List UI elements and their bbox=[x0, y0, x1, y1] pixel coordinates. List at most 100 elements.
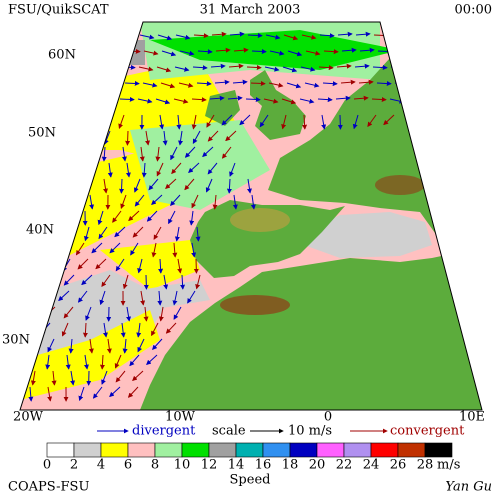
wind-arrow bbox=[191, 114, 197, 130]
wind-arrow bbox=[202, 146, 214, 158]
wind-arrow bbox=[377, 49, 393, 54]
wind-arrow bbox=[153, 226, 162, 240]
legend-divergent: divergent bbox=[132, 424, 196, 439]
wind-arrow bbox=[89, 194, 95, 210]
wind-arrow bbox=[192, 130, 201, 145]
wind-arrow bbox=[30, 370, 36, 386]
wind-arrow bbox=[130, 242, 139, 256]
wind-arrow bbox=[178, 82, 194, 88]
wind-arrow bbox=[395, 50, 411, 56]
wind-arrow bbox=[142, 82, 158, 88]
wind-arrow bbox=[287, 50, 303, 57]
wind-arrow bbox=[139, 146, 145, 162]
wind-arrow bbox=[92, 386, 103, 399]
wind-arrow bbox=[82, 322, 88, 338]
wind-arrow bbox=[170, 194, 181, 207]
colorbar-tick: 10 bbox=[174, 458, 191, 473]
wind-arrow bbox=[125, 162, 131, 178]
colorbar-box bbox=[289, 442, 318, 458]
map-area bbox=[20, 22, 482, 410]
wind-arrow bbox=[141, 162, 147, 178]
wind-arrow bbox=[112, 210, 122, 223]
wind-arrow bbox=[286, 82, 302, 89]
footer-left: COAPS-FSU bbox=[8, 480, 89, 495]
wind-arrow bbox=[302, 114, 308, 130]
wind-arrow bbox=[159, 114, 165, 130]
colorbar-box bbox=[208, 442, 237, 458]
wind-arrow bbox=[371, 97, 387, 102]
wind-arrow bbox=[265, 34, 281, 40]
wind-arrow bbox=[115, 370, 126, 383]
wind-arrow bbox=[195, 274, 201, 290]
wind-arrow bbox=[355, 31, 371, 37]
wind-arrow bbox=[180, 274, 186, 290]
header-left: FSU/QuikSCAT bbox=[8, 3, 109, 18]
wind-arrow bbox=[232, 79, 248, 85]
wind-arrow bbox=[160, 82, 176, 89]
wind-arrow bbox=[58, 290, 70, 302]
footer-right: Yan Gu bbox=[445, 480, 492, 495]
wind-arrow bbox=[268, 82, 284, 88]
colorbar-box bbox=[370, 442, 399, 458]
wind-arrow bbox=[157, 34, 173, 41]
colorbar-tick: 2 bbox=[70, 458, 78, 473]
wind-arrow bbox=[191, 97, 207, 103]
colorbar-tick: 18 bbox=[282, 458, 299, 473]
wind-arrow bbox=[101, 95, 117, 101]
wind-arrow bbox=[102, 63, 118, 69]
wind-arrow bbox=[80, 146, 88, 161]
wind-arrow bbox=[109, 386, 121, 398]
wind-arrow bbox=[88, 338, 94, 354]
wind-arrow bbox=[65, 97, 81, 103]
wind-arrow bbox=[163, 274, 169, 290]
wind-arrow bbox=[51, 370, 57, 386]
sea-patch bbox=[115, 40, 145, 65]
wind-arrow bbox=[75, 242, 85, 256]
wind-arrow bbox=[318, 65, 334, 71]
wind-arrow bbox=[283, 34, 299, 41]
colorbar-box bbox=[316, 442, 345, 458]
wind-arrow bbox=[179, 50, 195, 56]
wind-arrow bbox=[97, 210, 104, 226]
wind-arrow bbox=[137, 258, 143, 274]
wind-arrow bbox=[21, 322, 33, 334]
wind-arrow bbox=[114, 354, 122, 369]
wind-arrow bbox=[70, 370, 76, 386]
wind-arrow bbox=[146, 354, 158, 366]
wind-arrow bbox=[85, 31, 101, 37]
colorbar-unit: m/s bbox=[437, 458, 460, 473]
wind-arrow bbox=[321, 114, 327, 130]
wind-arrow bbox=[40, 290, 52, 302]
colorbar-tick: 28 bbox=[417, 458, 434, 473]
wind-arrow bbox=[120, 322, 126, 338]
wind-arrow bbox=[137, 98, 153, 104]
colorbar-box bbox=[235, 442, 264, 458]
wind-arrow bbox=[301, 34, 317, 40]
wind-arrow bbox=[239, 114, 251, 126]
wind-arrow bbox=[61, 242, 67, 258]
wind-arrow bbox=[46, 242, 52, 258]
colorbar: 0 2 4 6 8 10 12 14 16 18 20 22 24 26 28 m/s bbox=[43, 442, 460, 473]
wind-arrow bbox=[376, 81, 392, 86]
wind-arrow bbox=[156, 66, 172, 73]
legend-scale-value: 10 m/s bbox=[288, 424, 332, 439]
wind-arrow bbox=[34, 274, 40, 290]
wind-arrow bbox=[47, 258, 53, 274]
wind-arrow bbox=[215, 47, 231, 53]
wind-arrow bbox=[299, 98, 315, 104]
wind-arrow bbox=[140, 290, 146, 306]
colorbar-box bbox=[181, 442, 210, 458]
wind-arrow bbox=[148, 178, 159, 191]
wind-arrow bbox=[59, 146, 70, 159]
wind-arrow bbox=[84, 354, 89, 370]
wind-arrow bbox=[125, 130, 131, 146]
lon-label: 20W bbox=[13, 410, 44, 425]
lat-label: 60N bbox=[48, 48, 76, 63]
colorbar-tick: 14 bbox=[228, 458, 245, 473]
wind-arrow bbox=[128, 210, 140, 222]
wind-arrow bbox=[68, 338, 74, 354]
wind-arrow bbox=[107, 162, 113, 178]
wind-arrow bbox=[122, 274, 129, 290]
wind-arrow bbox=[66, 162, 74, 177]
wind-arrow bbox=[174, 226, 180, 242]
